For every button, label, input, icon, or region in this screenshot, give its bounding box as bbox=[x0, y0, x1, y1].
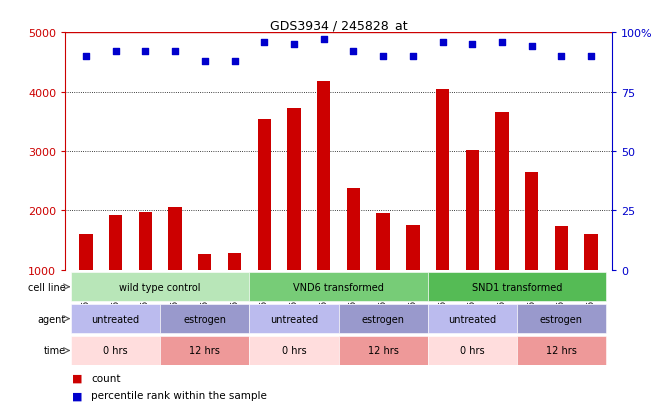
Text: untreated: untreated bbox=[92, 314, 140, 324]
Text: ■: ■ bbox=[72, 373, 82, 383]
Bar bbox=[287, 108, 301, 270]
Point bbox=[497, 39, 507, 46]
Point bbox=[259, 39, 270, 46]
Bar bbox=[139, 212, 152, 270]
Bar bbox=[109, 215, 122, 270]
Text: 12 hrs: 12 hrs bbox=[546, 346, 577, 356]
Bar bbox=[160, 304, 249, 333]
Bar bbox=[428, 304, 517, 333]
Bar bbox=[555, 226, 568, 270]
Bar bbox=[249, 304, 339, 333]
Point bbox=[289, 42, 299, 48]
Point bbox=[378, 53, 388, 60]
Bar bbox=[258, 120, 271, 270]
Bar bbox=[517, 336, 606, 365]
Point bbox=[111, 49, 121, 55]
Text: percentile rank within the sample: percentile rank within the sample bbox=[91, 390, 267, 400]
Text: estrogen: estrogen bbox=[540, 314, 583, 324]
Point bbox=[140, 49, 150, 55]
Point bbox=[200, 58, 210, 65]
Bar bbox=[160, 336, 249, 365]
Text: ■: ■ bbox=[72, 390, 82, 400]
Text: wild type control: wild type control bbox=[119, 282, 201, 292]
Text: 12 hrs: 12 hrs bbox=[368, 346, 398, 356]
Bar bbox=[228, 253, 241, 270]
Bar bbox=[339, 336, 428, 365]
Bar bbox=[249, 273, 428, 301]
Point bbox=[556, 53, 566, 60]
Bar bbox=[347, 188, 360, 270]
Text: SND1 transformed: SND1 transformed bbox=[472, 282, 562, 292]
Point bbox=[527, 44, 537, 50]
Bar bbox=[376, 213, 390, 270]
Point bbox=[408, 53, 418, 60]
Bar bbox=[198, 255, 212, 270]
Bar bbox=[517, 304, 606, 333]
Text: 0 hrs: 0 hrs bbox=[460, 346, 484, 356]
Bar bbox=[465, 151, 479, 270]
Bar bbox=[339, 304, 428, 333]
Text: 0 hrs: 0 hrs bbox=[104, 346, 128, 356]
Point bbox=[437, 39, 448, 46]
Text: VND6 transformed: VND6 transformed bbox=[293, 282, 384, 292]
Point bbox=[229, 58, 240, 65]
Point bbox=[348, 49, 359, 55]
Text: 0 hrs: 0 hrs bbox=[282, 346, 306, 356]
Bar bbox=[495, 112, 508, 270]
Text: untreated: untreated bbox=[270, 314, 318, 324]
Text: count: count bbox=[91, 373, 120, 383]
Bar bbox=[317, 82, 330, 270]
Text: 12 hrs: 12 hrs bbox=[189, 346, 220, 356]
Title: GDS3934 / 245828_at: GDS3934 / 245828_at bbox=[270, 19, 408, 32]
Point bbox=[170, 49, 180, 55]
Bar bbox=[71, 336, 160, 365]
Text: cell line: cell line bbox=[28, 282, 66, 292]
Text: untreated: untreated bbox=[448, 314, 496, 324]
Text: estrogen: estrogen bbox=[184, 314, 227, 324]
Bar bbox=[71, 273, 249, 301]
Bar bbox=[406, 225, 419, 270]
Point bbox=[467, 42, 477, 48]
Text: agent: agent bbox=[38, 314, 66, 324]
Bar bbox=[428, 336, 517, 365]
Bar bbox=[525, 172, 538, 270]
Text: time: time bbox=[44, 346, 66, 356]
Bar bbox=[71, 304, 160, 333]
Point bbox=[318, 37, 329, 43]
Bar bbox=[249, 336, 339, 365]
Text: estrogen: estrogen bbox=[361, 314, 405, 324]
Bar bbox=[169, 207, 182, 270]
Point bbox=[586, 53, 596, 60]
Bar bbox=[436, 90, 449, 270]
Point bbox=[81, 53, 91, 60]
Bar bbox=[585, 235, 598, 270]
Bar bbox=[79, 235, 92, 270]
Bar bbox=[428, 273, 606, 301]
